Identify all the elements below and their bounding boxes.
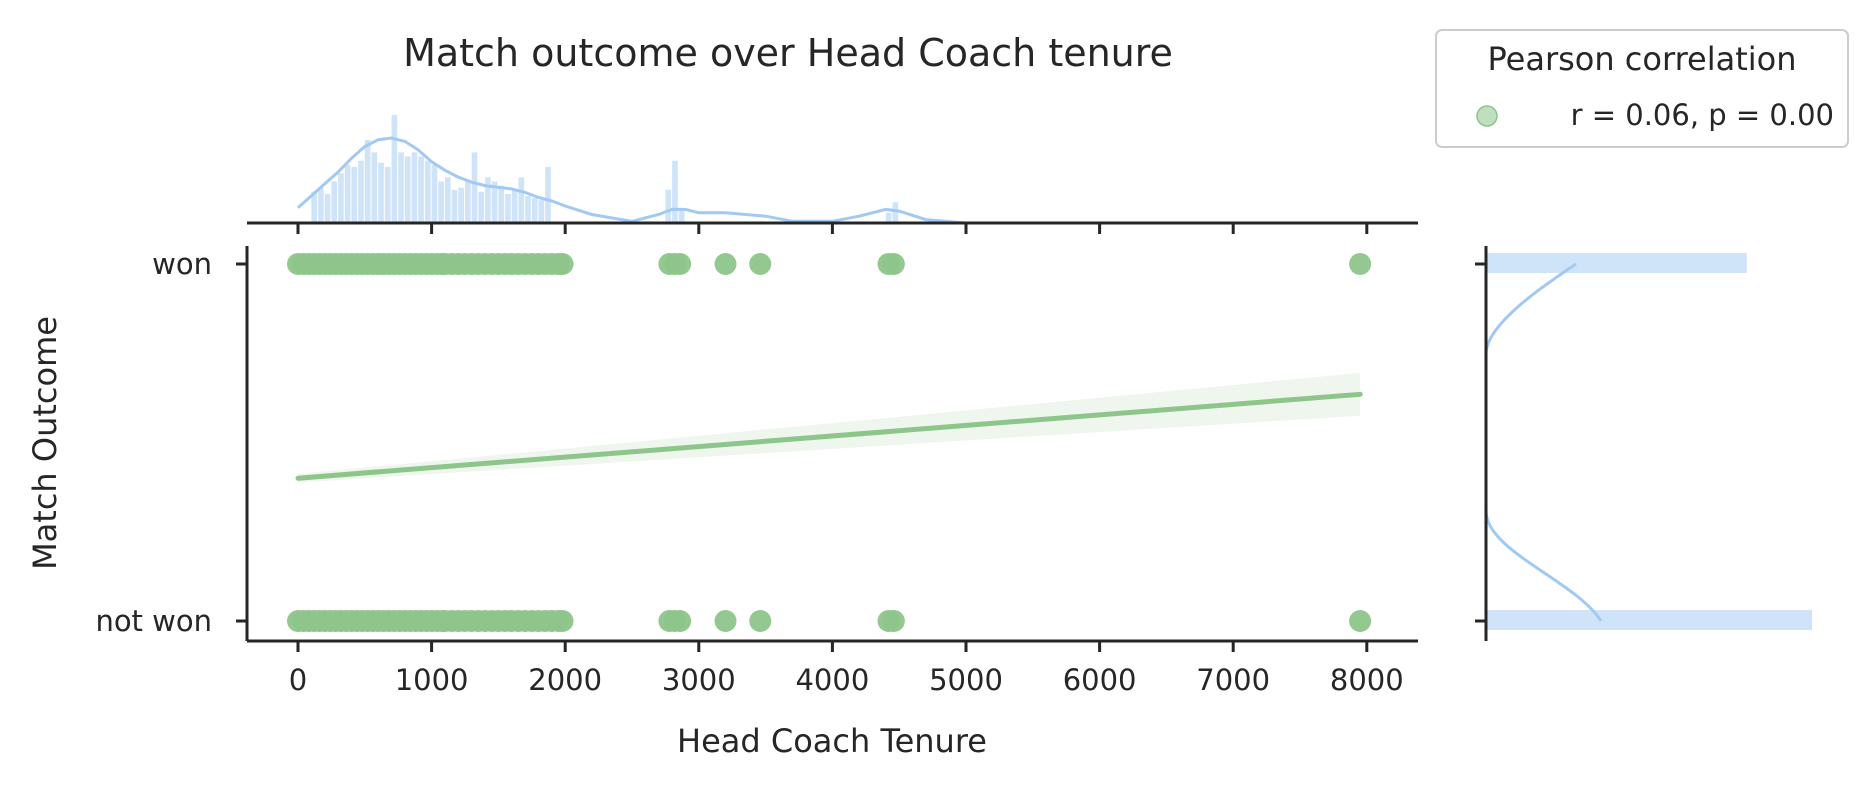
marginal-x-bar [438, 181, 444, 223]
x-tick-label: 0 [289, 663, 307, 697]
scatter-point [1349, 253, 1372, 275]
legend-box [1435, 29, 1849, 148]
marginal-x-bar [391, 115, 398, 223]
marginal-x-bar [525, 196, 531, 223]
marginal-x-bar [678, 208, 685, 223]
marginal-x-bar [344, 164, 351, 223]
marginal-x-bar [885, 212, 892, 223]
scatter-point [749, 253, 772, 275]
x-tick-label: 7000 [1196, 663, 1270, 697]
marginal-x-bar [545, 166, 551, 223]
marginal-x-bar [458, 187, 464, 223]
marginal-x-kde-curve [297, 136, 967, 225]
marginal-x-bar [518, 177, 525, 223]
marginal-x-bar [398, 152, 404, 223]
scatter-point [551, 253, 574, 275]
marginal-y-bar [1486, 253, 1747, 273]
y-axis-label: Match Outcome [26, 316, 64, 570]
marginal-x-bar [318, 187, 324, 223]
marginal-x-bar [404, 156, 411, 223]
scatter-points [287, 253, 1372, 632]
marginal-x-bar [444, 177, 451, 223]
marginal-x-bar [331, 181, 338, 223]
marginal-x-bar [471, 152, 478, 223]
y-axis-ticks: not won won [95, 247, 247, 638]
marginal-x-bar [378, 162, 384, 223]
scatter-point [551, 610, 574, 632]
marginal-x-bar [371, 152, 378, 223]
marginal-x-ticks [296, 223, 1369, 234]
marginal-y-ticks [1475, 262, 1486, 623]
marginal-x-bar [538, 200, 545, 223]
marginal-x-bar [424, 160, 431, 223]
scatter-point [1349, 610, 1372, 632]
legend-entry-label: r = 0.06, p = 0.00 [1571, 98, 1834, 132]
marginal-x-bar [411, 152, 418, 223]
marginal-x-bar [491, 181, 498, 223]
marginal-x-histogram [311, 115, 899, 223]
marginal-x-bar [478, 191, 485, 223]
x-tick-label: 8000 [1330, 663, 1404, 697]
marginal-x-bar [511, 189, 518, 223]
marginal-x-bar [431, 164, 438, 223]
marginal-x-bar [311, 191, 318, 223]
x-tick-label: 2000 [528, 663, 602, 697]
marginal-x-bar [351, 166, 358, 223]
marginal-x-bar [485, 177, 491, 223]
marginal-x-bar [358, 160, 364, 223]
marginal-x-bar [665, 189, 672, 223]
marginal-x-bar [531, 198, 538, 223]
regression-line-group [295, 391, 1363, 481]
marginal-x-bar [364, 139, 371, 223]
marginal-x-bar [465, 181, 471, 223]
marginal-x-bar [338, 173, 344, 223]
x-axis-label: Head Coach Tenure [677, 722, 987, 760]
scatter-point [714, 253, 737, 275]
legend-marker [1476, 105, 1498, 127]
marginal-x-bar [505, 193, 511, 223]
marginal-x-bar [672, 160, 678, 223]
marginal-y-kde-curve [1484, 262, 1603, 622]
marginal-y-bar [1486, 610, 1812, 630]
x-tick-label: 5000 [929, 663, 1003, 697]
scatter-point [749, 610, 772, 632]
x-tick-label: 3000 [662, 663, 736, 697]
legend-title: Pearson correlation [1487, 40, 1796, 78]
scatter-point [669, 253, 692, 275]
x-tick-label: 4000 [795, 663, 869, 697]
marginal-x-bar [384, 166, 391, 223]
scatter-point [882, 610, 905, 632]
x-tick-label: 1000 [395, 663, 469, 697]
marginal-x-bar [324, 193, 331, 223]
scatter-point [882, 253, 905, 275]
legend: Pearson correlation r = 0.06, p = 0.00 [1435, 29, 1849, 148]
y-tick-label: not won [95, 604, 212, 638]
x-axis-ticks: 0 1000 2000 3000 4000 5000 6000 7000 8000 [289, 641, 1404, 697]
y-tick-label: won [152, 247, 212, 281]
regression-line [295, 391, 1363, 481]
marginal-y-histogram [1486, 253, 1812, 630]
marginal-x-bar [498, 185, 505, 223]
scatter-point [669, 610, 692, 632]
scatter-point [714, 610, 737, 632]
chart-title: Match outcome over Head Coach tenure [403, 31, 1173, 75]
marginal-x-bar [418, 156, 424, 223]
x-tick-label: 6000 [1063, 663, 1137, 697]
marginal-x-bar [892, 202, 899, 223]
marginal-x-bar [451, 189, 458, 223]
